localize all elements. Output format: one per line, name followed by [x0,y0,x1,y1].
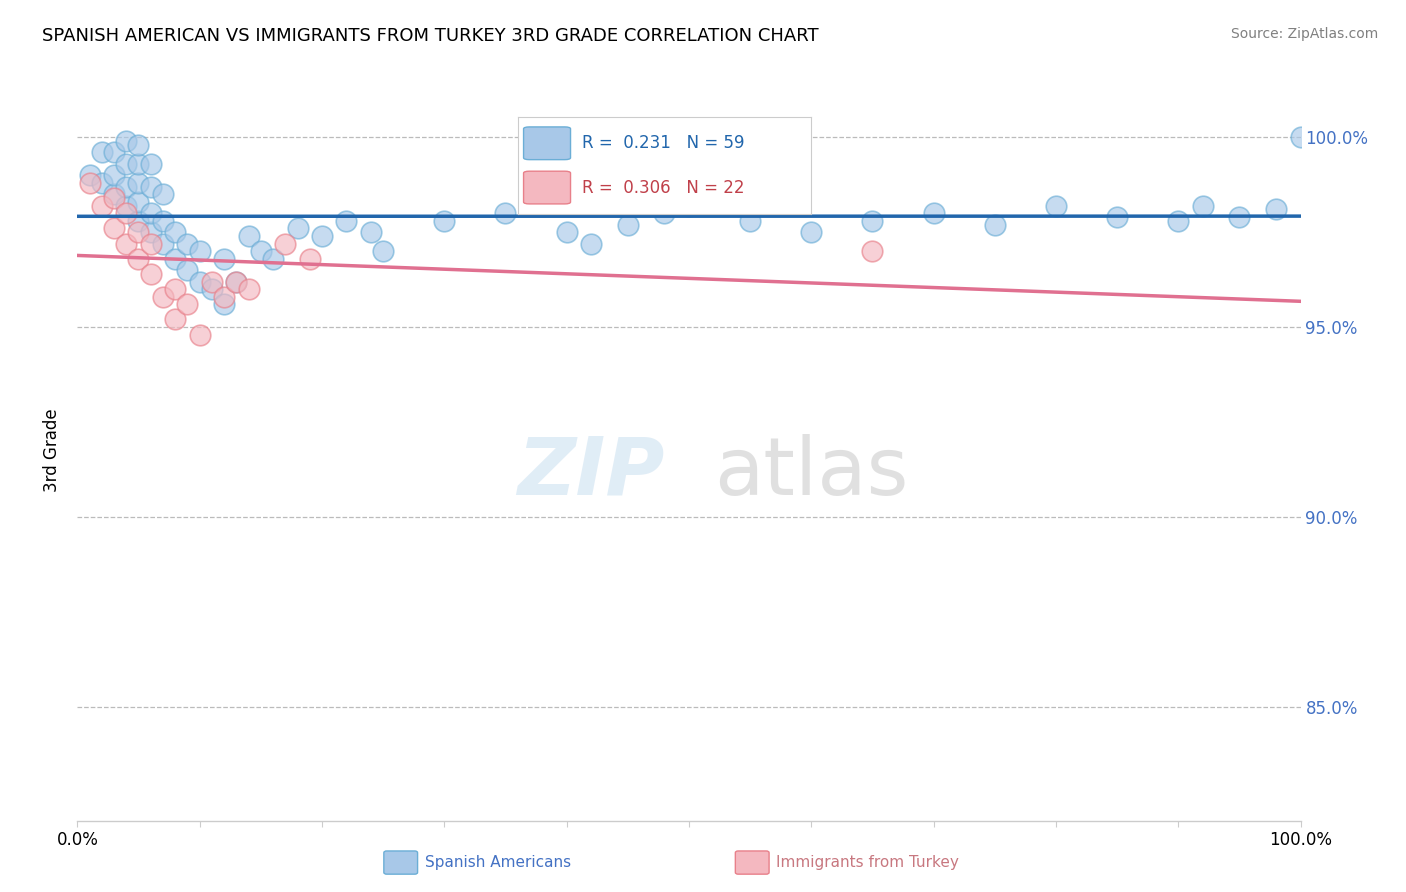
Point [212,290,235,304]
Point [127,137,149,152]
Point [176,297,198,311]
Point [90,176,112,190]
Point [127,252,149,266]
Point [127,176,149,190]
Point [922,206,945,220]
Point [79,168,101,182]
Point [115,206,138,220]
Point [103,168,125,182]
Point [152,236,174,251]
Point [287,221,309,235]
Point [152,213,174,227]
Point [212,297,235,311]
Text: Spanish Americans: Spanish Americans [425,855,571,870]
Point [103,145,125,160]
Point [311,229,333,244]
Point [165,225,187,239]
Point [1191,198,1213,212]
Point [127,194,149,209]
Point [617,218,640,232]
Point [165,282,187,296]
Text: SPANISH AMERICAN VS IMMIGRANTS FROM TURKEY 3RD GRADE CORRELATION CHART: SPANISH AMERICAN VS IMMIGRANTS FROM TURK… [42,27,818,45]
Point [1107,210,1129,224]
Point [225,275,247,289]
Point [165,312,187,326]
Point [250,244,273,259]
Point [433,213,456,227]
Point [103,191,125,205]
Point [862,244,884,259]
Point [238,282,260,296]
Point [115,236,138,251]
Text: Source: ZipAtlas.com: Source: ZipAtlas.com [1230,27,1378,41]
Point [103,221,125,235]
Point [1229,210,1251,224]
Point [335,213,357,227]
Point [862,213,884,227]
Point [165,252,187,266]
Point [115,179,138,194]
Point [127,157,149,171]
Text: ZIP: ZIP [517,434,665,512]
Point [678,198,700,212]
Point [360,225,382,239]
Point [139,267,162,281]
Text: atlas: atlas [714,434,908,512]
Point [176,263,198,277]
Point [103,187,125,202]
Point [139,206,162,220]
Point [188,327,211,342]
Point [201,275,224,289]
Point [274,236,297,251]
Point [201,282,224,296]
Point [188,244,211,259]
Point [800,225,823,239]
Point [298,252,321,266]
Point [984,218,1007,232]
Point [90,145,112,160]
Point [188,275,211,289]
Point [152,187,174,202]
Point [555,225,578,239]
Text: Immigrants from Turkey: Immigrants from Turkey [776,855,959,870]
Point [1167,213,1189,227]
Point [262,252,284,266]
Point [115,198,138,212]
Point [152,290,174,304]
Point [139,236,162,251]
Point [579,236,602,251]
Point [127,213,149,227]
Point [212,252,235,266]
Point [115,134,138,148]
Point [176,236,198,251]
Point [495,206,517,220]
Point [115,157,138,171]
Point [371,244,394,259]
Point [740,213,762,227]
Point [1265,202,1288,217]
Point [139,157,162,171]
Point [225,275,247,289]
Point [1289,130,1312,145]
Point [654,206,676,220]
Point [127,225,149,239]
Point [1045,198,1067,212]
Point [90,198,112,212]
Y-axis label: 3rd Grade: 3rd Grade [44,409,62,492]
Point [79,176,101,190]
Point [139,225,162,239]
Point [238,229,260,244]
Point [139,179,162,194]
